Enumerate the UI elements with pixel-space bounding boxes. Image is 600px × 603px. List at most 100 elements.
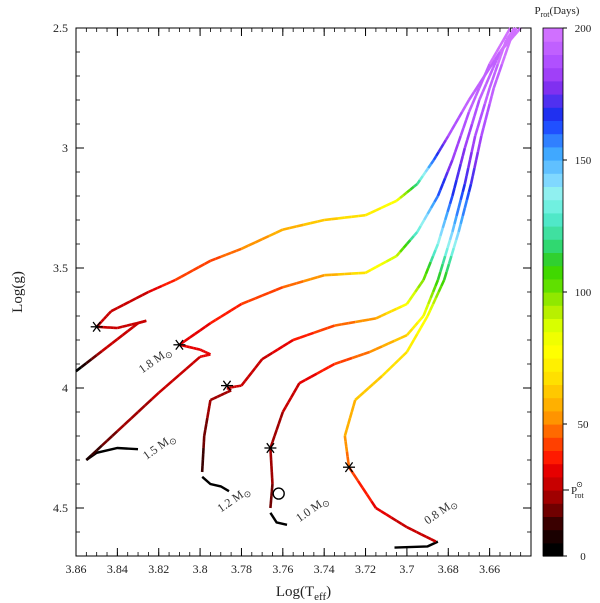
track-segment — [459, 215, 465, 225]
track-segment — [375, 506, 382, 513]
track-segment — [268, 288, 277, 295]
colorbar-band — [543, 212, 563, 227]
track-segment — [225, 309, 232, 315]
track-segment — [289, 281, 297, 287]
evolution-tracks: 1.8 M⊙1.5 M⊙1.2 M⊙1.0 M⊙ 0.8 M⊙ — [75, 27, 522, 549]
track-segment — [363, 350, 371, 356]
track-segment — [481, 71, 488, 81]
track-segment — [189, 345, 194, 350]
x-tick-label: 3.78 — [231, 562, 252, 576]
track-segment — [402, 191, 408, 197]
track-segment — [273, 429, 278, 437]
colorbar-band — [543, 133, 563, 148]
track-segment — [512, 31, 516, 35]
track-segment — [512, 31, 519, 37]
track-segment — [220, 392, 225, 397]
track-segment — [261, 234, 270, 241]
colorbar: 0 50 100 150 200 Prot(Days) P⊙ rot — [535, 5, 592, 563]
track-segment — [442, 139, 447, 145]
track-segment — [474, 87, 481, 97]
track-segment — [405, 345, 412, 353]
track-segment — [192, 355, 201, 364]
colorbar-band — [543, 199, 563, 214]
colorbar-band — [543, 516, 563, 531]
colorbar-band — [543, 384, 563, 399]
track-segment — [310, 275, 318, 281]
track-segment — [345, 423, 350, 431]
colorbar-band — [543, 239, 563, 253]
colorbar-band — [543, 226, 563, 240]
colorbar-tick-label: 200 — [575, 23, 592, 35]
track-segment — [472, 135, 477, 145]
track-segment — [395, 251, 401, 257]
track-segment — [198, 262, 206, 269]
track-segment — [375, 206, 382, 212]
track-segment — [421, 171, 427, 177]
track-segment — [488, 79, 494, 89]
track-segment — [174, 275, 182, 282]
track-segment — [130, 411, 139, 420]
colorbar-band — [543, 490, 563, 504]
colorbar-band — [543, 94, 563, 108]
colorbar-band — [543, 265, 563, 280]
colorbar-title: Prot(Days) — [535, 5, 580, 19]
track-segment — [116, 334, 124, 341]
colorbar-tick-label: 150 — [575, 155, 592, 167]
track-segment — [431, 297, 438, 305]
colorbar-band — [543, 160, 563, 174]
track-segment — [476, 119, 482, 129]
track-segment — [282, 283, 291, 289]
track-segment — [381, 342, 389, 348]
track-segment — [455, 171, 460, 181]
track-segment — [126, 326, 134, 333]
track-segment — [484, 63, 491, 73]
track-0: 1.8 M⊙ — [75, 27, 522, 461]
track-segment — [375, 345, 383, 351]
track-segment — [106, 342, 113, 349]
track-segment — [368, 317, 377, 321]
x-tick-label: 3.82 — [148, 562, 169, 576]
track-segment — [402, 243, 408, 249]
track-segment — [460, 105, 467, 113]
track-segment — [465, 167, 470, 177]
track-segment — [448, 159, 454, 167]
track-segment — [186, 345, 191, 349]
track-segment — [339, 358, 347, 364]
track-segment — [316, 369, 324, 375]
track-segment — [445, 263, 451, 273]
track-segment — [275, 228, 284, 234]
track-segment — [419, 321, 426, 329]
track-segment — [296, 279, 304, 285]
track-segment — [414, 287, 420, 293]
track-segment — [467, 91, 476, 101]
track-segment — [375, 314, 382, 320]
track-segment — [463, 139, 469, 149]
track-segment — [334, 360, 341, 366]
y-axis-title: Log(g) — [10, 271, 26, 313]
track-segment — [215, 255, 222, 261]
track-segment — [478, 91, 484, 101]
track-segment — [365, 493, 373, 502]
track-segment — [240, 380, 246, 387]
x-tick-label: 3.7 — [399, 562, 414, 576]
track-segment — [468, 151, 473, 161]
track-segment — [447, 255, 453, 265]
track-segment — [284, 401, 290, 408]
track-segment — [185, 361, 195, 370]
track-segment — [106, 435, 114, 442]
track-segment — [411, 324, 417, 330]
track-segment — [411, 528, 418, 534]
track-segment — [512, 27, 516, 31]
track-segment — [434, 291, 440, 299]
track-segment — [171, 373, 181, 382]
track-segment — [488, 95, 493, 105]
track-segment — [486, 103, 491, 113]
track-segment — [354, 395, 361, 401]
track-segment — [348, 320, 356, 325]
track-segment — [240, 244, 249, 250]
zams-segment — [394, 540, 439, 549]
track-segment — [418, 175, 424, 181]
track-segment — [483, 95, 489, 105]
track-segment — [467, 103, 474, 113]
x-tick-label: 3.66 — [479, 562, 500, 576]
